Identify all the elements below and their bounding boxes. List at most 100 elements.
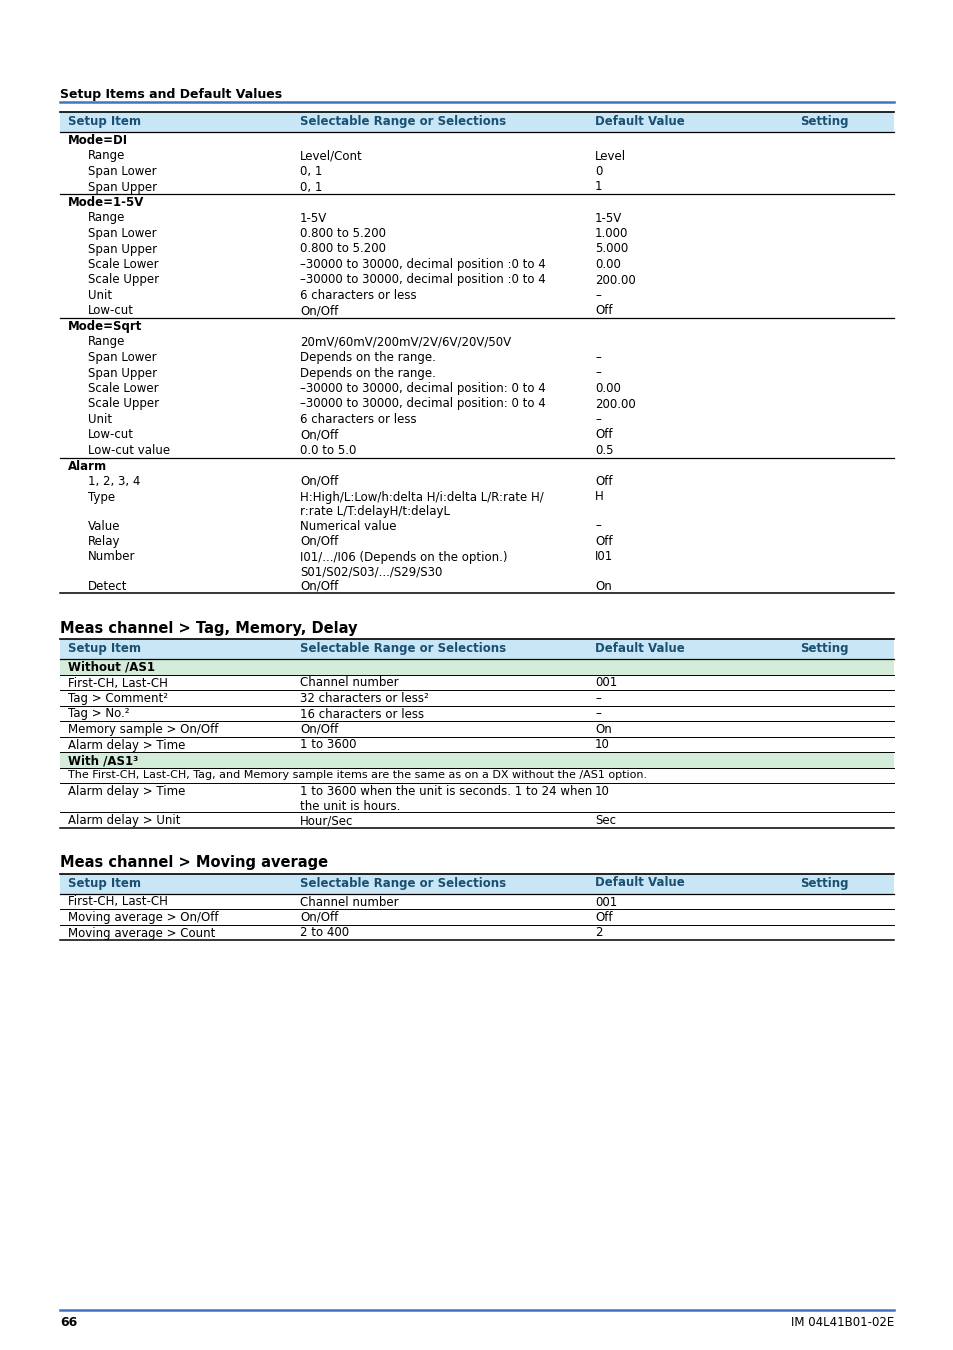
Text: 2: 2: [595, 926, 602, 940]
Text: 1: 1: [595, 181, 602, 193]
Text: Off: Off: [595, 911, 612, 923]
Text: IM 04L41B01-02E: IM 04L41B01-02E: [790, 1316, 893, 1328]
Text: Level: Level: [595, 150, 625, 162]
Text: 16 characters or less: 16 characters or less: [299, 707, 424, 721]
Text: Scale Upper: Scale Upper: [88, 397, 159, 410]
Text: Low-cut: Low-cut: [88, 305, 133, 317]
Text: On/Off: On/Off: [299, 475, 338, 487]
Text: Channel number: Channel number: [299, 895, 398, 909]
Text: Alarm delay > Unit: Alarm delay > Unit: [68, 814, 180, 828]
Text: 20mV/60mV/200mV/2V/6V/20V/50V: 20mV/60mV/200mV/2V/6V/20V/50V: [299, 336, 511, 348]
Text: 1-5V: 1-5V: [595, 212, 621, 224]
Text: –: –: [595, 707, 600, 721]
Text: 0.800 to 5.200: 0.800 to 5.200: [299, 243, 386, 255]
Text: Setup Items and Default Values: Setup Items and Default Values: [60, 88, 282, 101]
Text: 10: 10: [595, 738, 609, 752]
Bar: [60, 112, 893, 132]
Text: Mode=Sqrt: Mode=Sqrt: [68, 320, 142, 333]
Text: Depends on the range.: Depends on the range.: [299, 351, 436, 364]
Text: Span Upper: Span Upper: [88, 243, 157, 255]
Text: Meas channel > Tag, Memory, Delay: Meas channel > Tag, Memory, Delay: [60, 621, 357, 636]
Text: Scale Upper: Scale Upper: [88, 274, 159, 286]
Text: Span Upper: Span Upper: [88, 366, 157, 379]
Text: Channel number: Channel number: [299, 676, 398, 690]
Text: 001: 001: [595, 676, 617, 690]
Text: On/Off: On/Off: [299, 579, 338, 593]
Text: On/Off: On/Off: [299, 911, 338, 923]
Text: Hour/Sec: Hour/Sec: [299, 814, 353, 828]
Text: Numerical value: Numerical value: [299, 520, 396, 532]
Text: Relay: Relay: [88, 535, 120, 548]
Text: Moving average > On/Off: Moving average > On/Off: [68, 911, 218, 923]
Text: Unit: Unit: [88, 289, 112, 302]
Text: Scale Lower: Scale Lower: [88, 382, 158, 396]
Text: 5.000: 5.000: [595, 243, 628, 255]
Text: Alarm: Alarm: [68, 459, 107, 472]
Text: 001: 001: [595, 895, 617, 909]
Text: –: –: [595, 289, 600, 302]
Text: Mode=1-5V: Mode=1-5V: [68, 196, 144, 209]
Text: –30000 to 30000, decimal position :0 to 4: –30000 to 30000, decimal position :0 to …: [299, 274, 545, 286]
Text: Setting: Setting: [800, 115, 847, 128]
Text: 200.00: 200.00: [595, 274, 635, 286]
Text: Level/Cont: Level/Cont: [299, 150, 362, 162]
Text: 1.000: 1.000: [595, 227, 628, 240]
Text: –: –: [595, 351, 600, 364]
Text: –: –: [595, 520, 600, 532]
Text: 1-5V: 1-5V: [299, 212, 327, 224]
Text: Span Lower: Span Lower: [88, 351, 156, 364]
Text: Tag > No.²: Tag > No.²: [68, 707, 130, 721]
Text: First-CH, Last-CH: First-CH, Last-CH: [68, 676, 168, 690]
Text: I01: I01: [595, 551, 613, 563]
Text: Depends on the range.: Depends on the range.: [299, 366, 436, 379]
Bar: [60, 752, 893, 768]
Text: Low-cut: Low-cut: [88, 428, 133, 441]
Text: On/Off: On/Off: [299, 724, 338, 736]
Bar: [60, 873, 893, 894]
Text: H:High/L:Low/h:delta H/i:delta L/R:rate H/
r:rate L/T:delayH/t:delayL: H:High/L:Low/h:delta H/i:delta L/R:rate …: [299, 490, 543, 518]
Text: Setting: Setting: [800, 643, 847, 655]
Text: Off: Off: [595, 535, 612, 548]
Text: 0, 1: 0, 1: [299, 165, 322, 178]
Text: Moving average > Count: Moving average > Count: [68, 926, 215, 940]
Text: Scale Lower: Scale Lower: [88, 258, 158, 271]
Text: 1 to 3600: 1 to 3600: [299, 738, 356, 752]
Text: I01/.../I06 (Depends on the option.)
S01/S02/S03/.../S29/S30: I01/.../I06 (Depends on the option.) S01…: [299, 551, 507, 579]
Text: 0.0 to 5.0: 0.0 to 5.0: [299, 444, 356, 458]
Text: Selectable Range or Selections: Selectable Range or Selections: [299, 643, 506, 655]
Text: Tag > Comment²: Tag > Comment²: [68, 693, 168, 705]
Text: Type: Type: [88, 490, 115, 504]
Text: First-CH, Last-CH: First-CH, Last-CH: [68, 895, 168, 909]
Text: 0, 1: 0, 1: [299, 181, 322, 193]
Text: Low-cut value: Low-cut value: [88, 444, 170, 458]
Text: On/Off: On/Off: [299, 535, 338, 548]
Text: Selectable Range or Selections: Selectable Range or Selections: [299, 876, 506, 890]
Text: Range: Range: [88, 212, 125, 224]
Text: 0.800 to 5.200: 0.800 to 5.200: [299, 227, 386, 240]
Text: On: On: [595, 579, 611, 593]
Text: Meas channel > Moving average: Meas channel > Moving average: [60, 856, 328, 871]
Text: 0: 0: [595, 165, 601, 178]
Text: Selectable Range or Selections: Selectable Range or Selections: [299, 115, 506, 128]
Text: Range: Range: [88, 150, 125, 162]
Text: Unit: Unit: [88, 413, 112, 427]
Text: Span Lower: Span Lower: [88, 165, 156, 178]
Text: Value: Value: [88, 520, 120, 532]
Text: On/Off: On/Off: [299, 428, 338, 441]
Text: 32 characters or less²: 32 characters or less²: [299, 693, 428, 705]
Text: Mode=DI: Mode=DI: [68, 134, 128, 147]
Text: 0.5: 0.5: [595, 444, 613, 458]
Text: 66: 66: [60, 1316, 77, 1328]
Bar: [60, 639, 893, 659]
Text: Setup Item: Setup Item: [68, 876, 141, 890]
Text: Range: Range: [88, 336, 125, 348]
Text: Default Value: Default Value: [595, 115, 684, 128]
Text: Span Lower: Span Lower: [88, 227, 156, 240]
Text: Alarm delay > Time: Alarm delay > Time: [68, 784, 185, 798]
Text: Off: Off: [595, 475, 612, 487]
Text: 0.00: 0.00: [595, 258, 620, 271]
Text: With /AS1³: With /AS1³: [68, 755, 138, 767]
Text: 6 characters or less: 6 characters or less: [299, 289, 416, 302]
Text: Setting: Setting: [800, 876, 847, 890]
Text: Alarm delay > Time: Alarm delay > Time: [68, 738, 185, 752]
